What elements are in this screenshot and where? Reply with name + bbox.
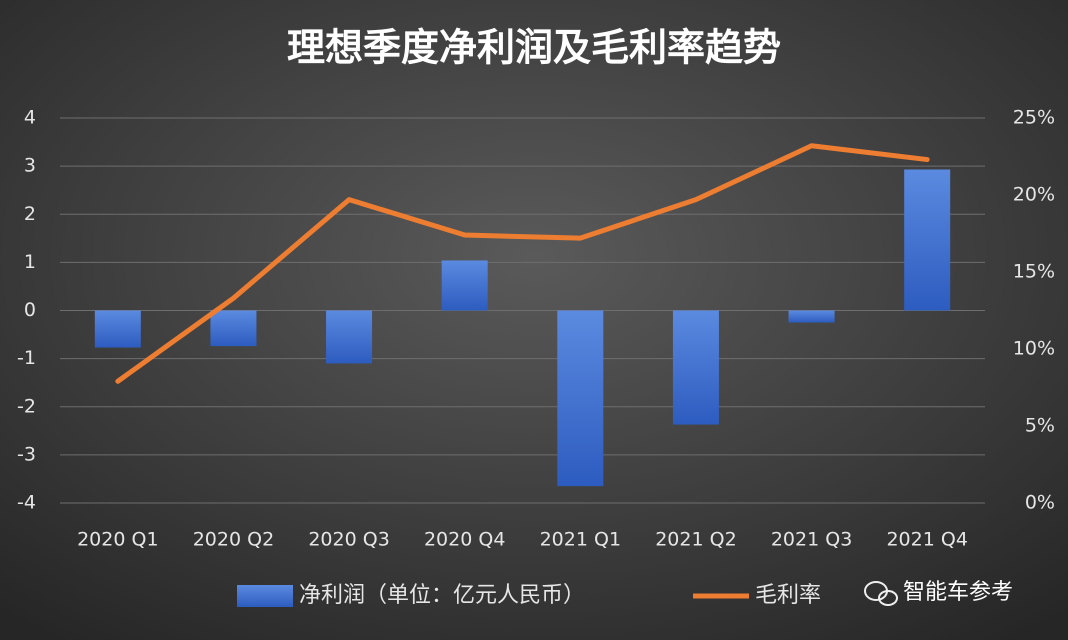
x-tick-label: 2021 Q1 — [540, 529, 621, 551]
y-tick-label: -4 — [17, 492, 36, 514]
watermark-text: 智能车参考 — [903, 580, 1013, 605]
y-tick-label: 3 — [24, 155, 36, 177]
x-tick-label: 2021 Q3 — [771, 529, 852, 551]
y2-tick-label: 25% — [1013, 107, 1055, 129]
watermark — [864, 581, 898, 606]
x-tick-label: 2020 Q3 — [308, 529, 389, 551]
bar — [788, 310, 835, 323]
y-tick-label: -3 — [17, 443, 36, 465]
bar — [904, 169, 951, 311]
y-tick-label: 1 — [24, 251, 36, 273]
y2-tick-label: 20% — [1013, 184, 1055, 206]
y-tick-label: -2 — [17, 395, 36, 417]
x-tick-label: 2020 Q1 — [77, 529, 158, 551]
y2-tick-label: 10% — [1013, 338, 1055, 360]
legend-label: 净利润（单位：亿元人民币） — [299, 583, 585, 608]
chart-title: 理想季度净利润及毛利率趋势 — [287, 26, 781, 70]
y-tick-label: 4 — [24, 107, 36, 129]
x-tick-label: 2021 Q2 — [655, 529, 736, 551]
bar — [94, 310, 141, 348]
bar — [210, 310, 257, 347]
y2-tick-label: 15% — [1013, 261, 1055, 283]
bar — [557, 310, 604, 487]
bar — [441, 260, 488, 311]
y-tick-label: 0 — [24, 299, 36, 321]
legend-swatch — [237, 585, 293, 607]
bar — [326, 310, 373, 364]
x-tick-label: 2021 Q4 — [886, 529, 967, 551]
x-tick-label: 2020 Q4 — [424, 529, 505, 551]
y-tick-label: 2 — [24, 203, 36, 225]
bar — [672, 310, 719, 425]
y-tick-label: -1 — [17, 347, 36, 369]
line — [115, 143, 930, 384]
x-tick-label: 2020 Q2 — [193, 529, 274, 551]
y2-tick-label: 0% — [1025, 492, 1055, 514]
y2-tick-label: 5% — [1025, 415, 1055, 437]
legend-label: 毛利率 — [755, 583, 821, 608]
